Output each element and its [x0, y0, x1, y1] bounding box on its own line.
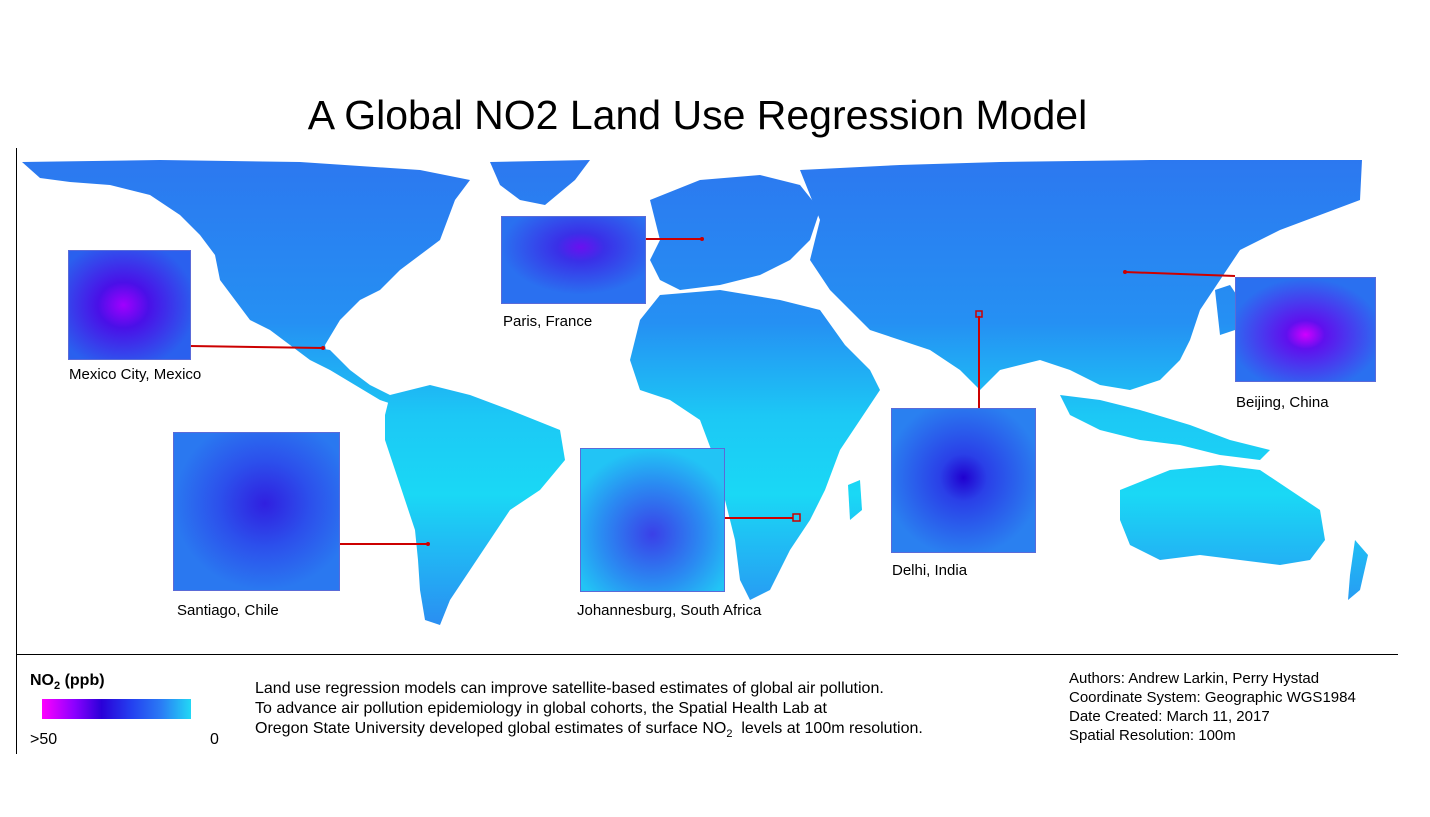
metadata-date-created: Date Created: March 11, 2017 — [1069, 708, 1270, 725]
inset-johannesburg-image — [581, 449, 724, 591]
leader-line-mexico — [189, 345, 324, 349]
land-greenland — [490, 160, 590, 205]
legend-high-label: >50 — [30, 731, 58, 748]
land-se-asia — [1060, 395, 1270, 460]
land-madagascar — [848, 480, 862, 520]
inset-paris — [501, 216, 646, 304]
metadata-block: Authors: Andrew Larkin, Perry Hystad Coo… — [1069, 669, 1356, 745]
land-africa — [630, 290, 880, 600]
description-block: Land use regression models can improve s… — [255, 679, 923, 744]
metadata-coordinate-system: Coordinate System: Geographic WGS1984 — [1069, 689, 1356, 706]
frame-left-edge — [16, 148, 17, 754]
beijing-marker — [1123, 270, 1127, 274]
metadata-authors: Authors: Andrew Larkin, Perry Hystad — [1069, 670, 1320, 687]
inset-mexico-city — [68, 250, 191, 360]
land-south-america — [385, 385, 565, 625]
inset-delhi — [891, 408, 1036, 553]
inset-beijing — [1235, 277, 1376, 382]
legend-color-ramp — [42, 699, 191, 719]
land-central-america — [300, 345, 395, 405]
caption-santiago: Santiago, Chile — [177, 602, 279, 619]
inset-mexico-city-image — [69, 251, 190, 359]
johannesburg-marker — [792, 513, 801, 522]
caption-mexico-city: Mexico City, Mexico — [69, 366, 202, 383]
delhi-marker — [975, 310, 983, 318]
land-asia — [800, 160, 1362, 390]
inset-johannesburg — [580, 448, 725, 592]
description-line-1: Land use regression models can improve s… — [255, 680, 884, 697]
leader-line-beijing — [1124, 271, 1236, 277]
paris-marker — [700, 237, 704, 241]
land-new-zealand — [1348, 540, 1368, 600]
land-north-america — [22, 160, 470, 370]
land-japan — [1215, 285, 1240, 335]
inset-beijing-image — [1236, 278, 1375, 381]
map-title: A Global NO2 Land Use Regression Model — [307, 92, 1088, 138]
frame-divider — [16, 654, 1398, 655]
caption-paris: Paris, France — [503, 313, 593, 330]
inset-delhi-image — [892, 409, 1035, 552]
caption-johannesburg: Johannesburg, South Africa — [577, 602, 762, 619]
caption-delhi: Delhi, India — [892, 562, 968, 579]
land-europe — [650, 175, 820, 290]
land-australia — [1120, 465, 1325, 565]
description-line-2: To advance air pollution epidemiology in… — [255, 700, 827, 717]
leader-lines — [189, 238, 1236, 545]
caption-beijing: Beijing, China — [1236, 394, 1329, 411]
mexico-marker — [321, 346, 325, 350]
inset-santiago-image — [174, 433, 339, 590]
santiago-marker — [426, 542, 430, 546]
inset-paris-image — [502, 217, 645, 303]
inset-santiago — [173, 432, 340, 591]
description-line-3: Oregon State University developed global… — [255, 720, 923, 741]
land-masses — [22, 160, 1368, 625]
metadata-spatial-resolution: Spatial Resolution: 100m — [1069, 727, 1236, 744]
legend-low-label: 0 — [210, 731, 219, 748]
legend-title: NO2 (ppb) — [30, 672, 105, 693]
